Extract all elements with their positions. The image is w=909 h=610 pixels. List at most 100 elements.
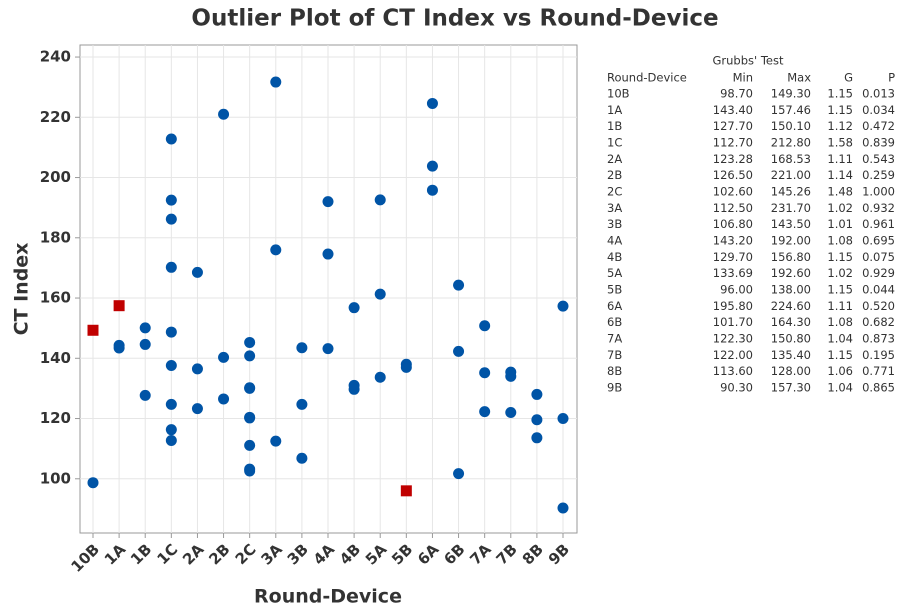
table-cell: 133.69: [713, 266, 753, 280]
table-cell: 164.30: [771, 315, 811, 329]
table-cell: 0.034: [862, 103, 895, 117]
table-cell: 221.00: [771, 168, 811, 182]
table-cell: 122.30: [713, 331, 753, 345]
table-cell: 0.520: [862, 299, 895, 313]
data-point: [218, 351, 230, 363]
data-point: [348, 383, 360, 395]
table-cell: 1.01: [827, 217, 853, 231]
x-tick-label: 5A: [362, 540, 391, 569]
table-cell: 5B: [607, 282, 622, 296]
table-cell: 1.15: [827, 87, 853, 101]
data-point: [191, 266, 203, 278]
data-point: [165, 194, 177, 206]
data-point: [244, 350, 256, 362]
y-tick-label: 180: [40, 228, 71, 246]
data-point: [165, 435, 177, 447]
table-cell: 0.259: [862, 168, 895, 182]
table-cell: 96.00: [720, 282, 753, 296]
table-cell: 143.40: [713, 103, 753, 117]
data-point: [322, 196, 334, 208]
x-axis-title: Round-Device: [254, 586, 402, 608]
data-point: [113, 339, 125, 351]
table-cell: 1.04: [827, 331, 853, 345]
x-tick-label: 5B: [388, 540, 416, 568]
table-cell: 122.00: [713, 348, 753, 362]
table-cell: 149.30: [771, 87, 811, 101]
data-point: [191, 363, 203, 375]
data-point: [270, 435, 282, 447]
table-cell: 5A: [607, 266, 622, 280]
table-cell: 3B: [607, 217, 622, 231]
y-tick-label: 240: [40, 48, 71, 66]
table-cell: 1.04: [827, 380, 853, 394]
table-cell: 0.472: [862, 119, 895, 133]
table-cell: 1.12: [827, 119, 853, 133]
table-cell: 0.543: [862, 152, 895, 166]
data-point: [296, 342, 308, 354]
data-point: [453, 345, 465, 357]
table-header: G: [844, 71, 853, 85]
chart-title: Outlier Plot of CT Index vs Round-Device: [191, 6, 718, 32]
table-cell: 126.50: [713, 168, 753, 182]
data-point: [165, 261, 177, 273]
table-cell: 90.30: [720, 380, 753, 394]
x-tick-label: 2B: [205, 540, 233, 568]
table-cell: 1.11: [827, 152, 853, 166]
data-point: [557, 413, 569, 425]
table-cell: 0.771: [862, 364, 895, 378]
table-cell: 1.48: [827, 184, 853, 198]
data-point: [218, 393, 230, 405]
x-tick-label: 7A: [466, 540, 495, 569]
data-point: [531, 388, 543, 400]
y-tick-label: 100: [40, 469, 71, 487]
table-cell: 2B: [607, 168, 622, 182]
data-point: [453, 279, 465, 291]
data-point: [426, 97, 438, 109]
table-cell: 2A: [607, 152, 622, 166]
table-cell: 128.00: [771, 364, 811, 378]
table-cell: 102.60: [713, 184, 753, 198]
data-point: [244, 336, 256, 348]
table-cell: 7A: [607, 331, 622, 345]
x-tick-label: 2A: [179, 540, 208, 569]
x-tick-label: 3B: [284, 540, 312, 568]
y-tick-label: 120: [40, 409, 71, 427]
data-point: [426, 160, 438, 172]
data-point: [165, 424, 177, 436]
table-header: Max: [787, 71, 811, 85]
table-cell: 150.80: [771, 331, 811, 345]
table-cell: 1A: [607, 103, 622, 117]
data-point: [374, 371, 386, 383]
y-axis-title: CT Index: [11, 243, 33, 336]
table-cell: 1.15: [827, 282, 853, 296]
table-cell: 135.40: [771, 348, 811, 362]
data-point: [479, 406, 491, 418]
table-cell: 145.26: [771, 184, 811, 198]
x-tick-label: 7B: [493, 540, 521, 568]
table-cell: 112.50: [713, 201, 753, 215]
x-tick-label: 4A: [310, 540, 339, 569]
table-cell: 1.02: [827, 266, 853, 280]
table-cell: 113.60: [713, 364, 753, 378]
table-cell: 0.695: [862, 233, 895, 247]
data-point: [244, 412, 256, 424]
y-tick-label: 160: [40, 289, 71, 307]
data-point: [139, 338, 151, 350]
table-cell: 129.70: [713, 250, 753, 264]
outlier-point: [87, 324, 99, 336]
data-point: [165, 133, 177, 145]
table-cell: 168.53: [771, 152, 811, 166]
table-cell: 157.30: [771, 380, 811, 394]
table-header: Round-Device: [607, 71, 687, 85]
table-cell: 195.80: [713, 299, 753, 313]
table-cell: 0.044: [862, 282, 895, 296]
data-point: [505, 407, 517, 419]
y-tick-label: 140: [40, 349, 71, 367]
data-point: [244, 382, 256, 394]
data-point: [531, 432, 543, 444]
table-cell: 157.46: [771, 103, 811, 117]
table-cell: 138.00: [771, 282, 811, 296]
table-cell: 9B: [607, 380, 622, 394]
data-point: [557, 300, 569, 312]
